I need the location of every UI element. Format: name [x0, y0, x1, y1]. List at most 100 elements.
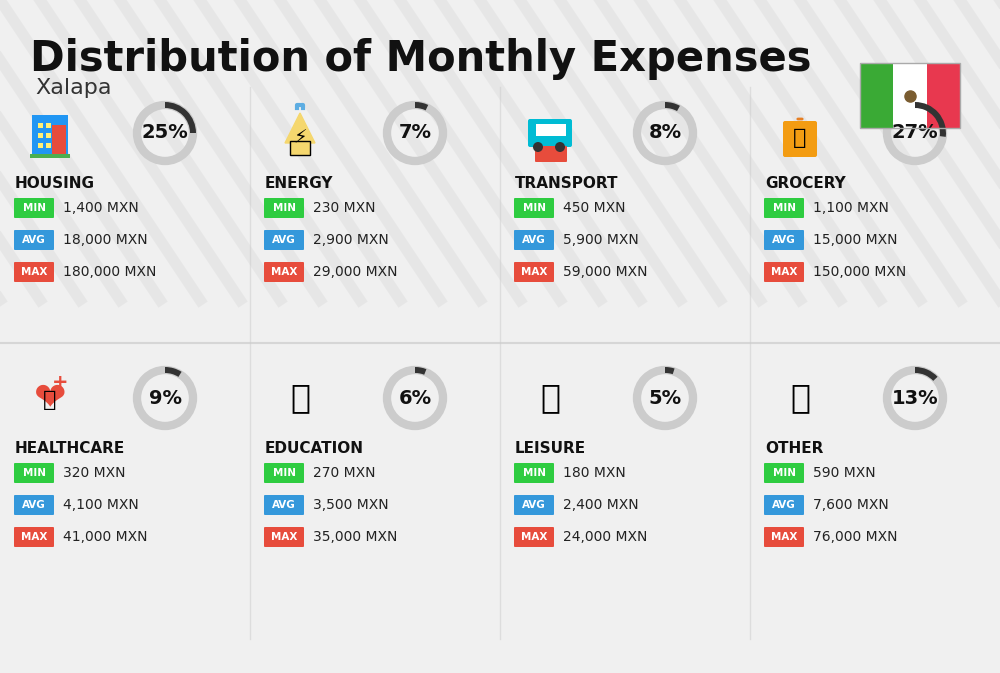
FancyBboxPatch shape: [514, 527, 554, 547]
Polygon shape: [285, 113, 315, 143]
FancyBboxPatch shape: [38, 123, 43, 128]
Text: MIN: MIN: [772, 203, 796, 213]
Text: MIN: MIN: [22, 203, 46, 213]
FancyBboxPatch shape: [514, 262, 554, 282]
Text: 150,000 MXN: 150,000 MXN: [813, 265, 906, 279]
Text: MIN: MIN: [272, 468, 296, 478]
FancyBboxPatch shape: [893, 63, 927, 128]
Text: 590 MXN: 590 MXN: [813, 466, 876, 480]
Text: 27%: 27%: [892, 124, 938, 143]
Text: Distribution of Monthly Expenses: Distribution of Monthly Expenses: [30, 38, 812, 80]
FancyBboxPatch shape: [14, 527, 54, 547]
Text: AVG: AVG: [22, 235, 46, 245]
FancyBboxPatch shape: [14, 463, 54, 483]
FancyBboxPatch shape: [46, 133, 51, 138]
FancyBboxPatch shape: [46, 123, 51, 128]
Text: 2,900 MXN: 2,900 MXN: [313, 233, 389, 247]
Text: 76,000 MXN: 76,000 MXN: [813, 530, 898, 544]
FancyBboxPatch shape: [860, 63, 893, 128]
Wedge shape: [415, 102, 428, 110]
Wedge shape: [915, 102, 946, 137]
Text: 18,000 MXN: 18,000 MXN: [63, 233, 148, 247]
Text: MAX: MAX: [521, 267, 547, 277]
FancyBboxPatch shape: [264, 495, 304, 515]
Wedge shape: [665, 102, 680, 111]
Text: 4,100 MXN: 4,100 MXN: [63, 498, 139, 512]
Text: OTHER: OTHER: [765, 441, 823, 456]
Text: 7,600 MXN: 7,600 MXN: [813, 498, 889, 512]
FancyBboxPatch shape: [264, 527, 304, 547]
Text: MAX: MAX: [21, 532, 47, 542]
FancyBboxPatch shape: [52, 125, 66, 155]
Text: 180,000 MXN: 180,000 MXN: [63, 265, 156, 279]
Text: AVG: AVG: [522, 500, 546, 510]
FancyBboxPatch shape: [536, 124, 546, 136]
Text: 29,000 MXN: 29,000 MXN: [313, 265, 398, 279]
Text: 🛒: 🛒: [793, 128, 807, 148]
FancyBboxPatch shape: [556, 124, 566, 136]
FancyBboxPatch shape: [290, 141, 310, 155]
Circle shape: [533, 142, 543, 152]
FancyBboxPatch shape: [764, 198, 804, 218]
Wedge shape: [165, 367, 182, 377]
Text: MAX: MAX: [521, 532, 547, 542]
FancyBboxPatch shape: [783, 121, 817, 157]
FancyBboxPatch shape: [546, 124, 556, 136]
FancyBboxPatch shape: [764, 230, 804, 250]
Text: 59,000 MXN: 59,000 MXN: [563, 265, 648, 279]
Text: AVG: AVG: [272, 500, 296, 510]
FancyBboxPatch shape: [514, 198, 554, 218]
Text: EDUCATION: EDUCATION: [265, 441, 364, 456]
Text: LEISURE: LEISURE: [515, 441, 586, 456]
Text: +: +: [52, 374, 68, 392]
FancyBboxPatch shape: [764, 262, 804, 282]
Wedge shape: [415, 367, 426, 375]
Text: MIN: MIN: [772, 468, 796, 478]
Text: HOUSING: HOUSING: [15, 176, 95, 191]
FancyBboxPatch shape: [30, 154, 70, 158]
FancyBboxPatch shape: [14, 262, 54, 282]
Text: 270 MXN: 270 MXN: [313, 466, 376, 480]
Text: 6%: 6%: [398, 388, 432, 407]
Text: 5%: 5%: [648, 388, 682, 407]
Text: 13%: 13%: [892, 388, 938, 407]
Wedge shape: [665, 367, 675, 374]
Text: MAX: MAX: [271, 532, 297, 542]
Text: ✋: ✋: [43, 390, 57, 410]
Text: HEALTHCARE: HEALTHCARE: [15, 441, 125, 456]
Text: MAX: MAX: [771, 532, 797, 542]
Text: MAX: MAX: [271, 267, 297, 277]
Text: GROCERY: GROCERY: [765, 176, 846, 191]
Text: Xalapa: Xalapa: [35, 78, 112, 98]
Text: AVG: AVG: [772, 235, 796, 245]
Text: 👛: 👛: [790, 382, 810, 415]
Text: 7%: 7%: [398, 124, 432, 143]
FancyBboxPatch shape: [264, 262, 304, 282]
FancyBboxPatch shape: [46, 143, 51, 148]
FancyBboxPatch shape: [528, 119, 572, 147]
Text: AVG: AVG: [522, 235, 546, 245]
FancyBboxPatch shape: [514, 463, 554, 483]
Text: ENERGY: ENERGY: [265, 176, 334, 191]
FancyBboxPatch shape: [764, 495, 804, 515]
FancyBboxPatch shape: [32, 115, 68, 155]
Text: 🎓: 🎓: [290, 382, 310, 415]
Text: TRANSPORT: TRANSPORT: [515, 176, 618, 191]
Text: 25%: 25%: [142, 124, 188, 143]
Text: 1,100 MXN: 1,100 MXN: [813, 201, 889, 215]
FancyBboxPatch shape: [14, 230, 54, 250]
FancyBboxPatch shape: [14, 495, 54, 515]
Text: AVG: AVG: [22, 500, 46, 510]
Text: MIN: MIN: [22, 468, 46, 478]
FancyBboxPatch shape: [14, 198, 54, 218]
Text: 🛍: 🛍: [540, 382, 560, 415]
FancyBboxPatch shape: [38, 133, 43, 138]
Text: 3,500 MXN: 3,500 MXN: [313, 498, 389, 512]
Text: 450 MXN: 450 MXN: [563, 201, 626, 215]
Text: MIN: MIN: [522, 203, 546, 213]
Text: MAX: MAX: [771, 267, 797, 277]
FancyBboxPatch shape: [927, 63, 960, 128]
FancyBboxPatch shape: [38, 143, 43, 148]
Text: AVG: AVG: [772, 500, 796, 510]
FancyBboxPatch shape: [514, 230, 554, 250]
